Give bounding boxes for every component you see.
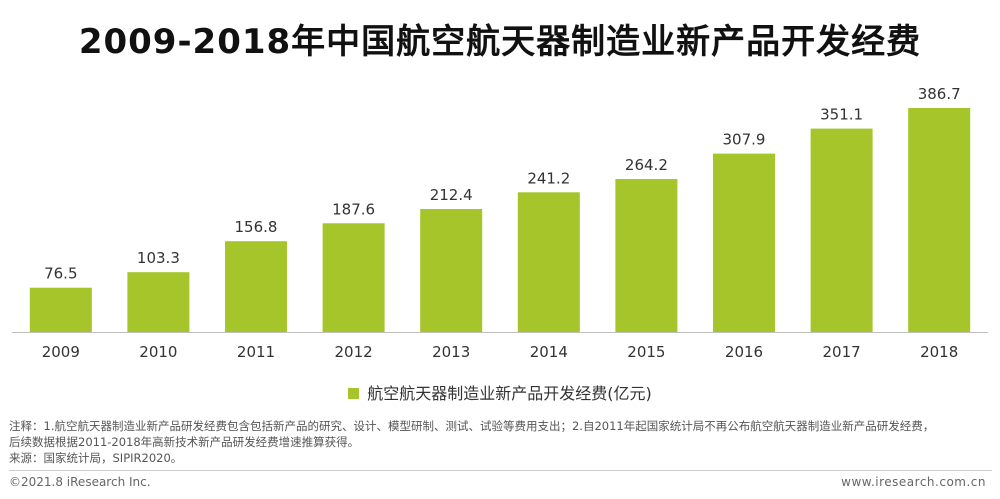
- chart-title: 2009-2018年中国航空航天器制造业新产品开发经费: [78, 22, 922, 62]
- note-line-2: 后续数据根据2011-2018年高新技术新产品研发经费增速推算获得。: [9, 435, 360, 449]
- data-label-2018: 386.7: [918, 85, 961, 103]
- website: www.iresearch.com.cn: [841, 475, 986, 489]
- footer-divider: [9, 470, 992, 471]
- x-tick-2010: 2010: [139, 343, 177, 361]
- notes: 注释：1.航空航天器制造业新产品研发经费包含包括新产品的研究、设计、模型研制、测…: [9, 418, 994, 466]
- x-tick-2014: 2014: [530, 343, 568, 361]
- bar-chart: 76.5 2009 103.3 2010 156.8 2011 187.6 2012 212.4…: [12, 85, 988, 361]
- bar-2010: [127, 272, 190, 332]
- data-label-2015: 264.2: [625, 156, 668, 174]
- copyright: ©2021.8 iResearch Inc.: [9, 475, 151, 489]
- bar-2018: [908, 108, 971, 332]
- legend-label: 航空航天器制造业新产品开发经费(亿元): [367, 384, 652, 403]
- x-tick-2015: 2015: [627, 343, 665, 361]
- x-tick-2013: 2013: [432, 343, 470, 361]
- bar-2017: [810, 128, 873, 332]
- x-tick-2012: 2012: [335, 343, 373, 361]
- bar-2013: [420, 209, 483, 332]
- data-label-2011: 156.8: [235, 218, 278, 236]
- bar-2009: [29, 287, 92, 332]
- data-label-2009: 76.5: [44, 265, 77, 283]
- data-label-2017: 351.1: [820, 106, 863, 124]
- legend: 航空航天器制造业新产品开发经费(亿元): [0, 380, 1000, 404]
- data-label-2014: 241.2: [527, 169, 570, 187]
- bar-2011: [225, 241, 287, 332]
- x-tick-2009: 2009: [42, 343, 80, 361]
- bar-2016: [713, 153, 775, 332]
- bar-2012: [322, 223, 385, 332]
- source-line: 来源：国家统计局，SIPIR2020。: [9, 451, 183, 465]
- x-tick-2011: 2011: [237, 343, 275, 361]
- x-tick-2018: 2018: [920, 343, 958, 361]
- data-label-2012: 187.6: [332, 200, 375, 218]
- x-tick-2017: 2017: [823, 343, 861, 361]
- legend-swatch: [348, 388, 360, 399]
- bar-2014: [517, 192, 580, 332]
- bar-2015: [615, 179, 678, 332]
- data-label-2010: 103.3: [137, 249, 180, 267]
- note-line-1: 注释：1.航空航天器制造业新产品研发经费包含包括新产品的研究、设计、模型研制、测…: [9, 419, 935, 433]
- x-tick-2016: 2016: [725, 343, 763, 361]
- data-label-2013: 212.4: [430, 186, 473, 204]
- data-label-2016: 307.9: [723, 131, 766, 149]
